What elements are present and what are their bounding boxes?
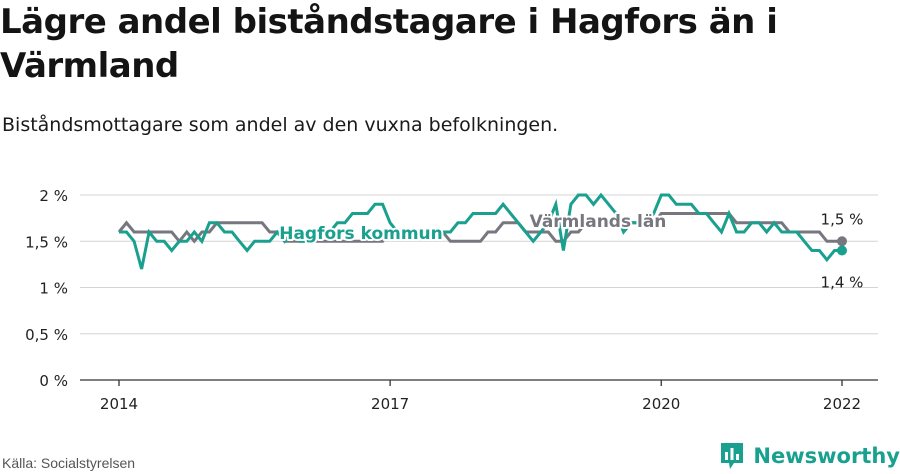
x-tick-label: 2020 [642, 395, 680, 413]
end-point-marker [837, 236, 847, 247]
y-tick-label: 0 % [39, 372, 68, 390]
page-subtitle: Biståndsmottagare som andel av den vuxna… [2, 114, 559, 136]
page-title: Lägre andel biståndstagare i Hagfors än … [0, 2, 778, 86]
bar-chart-logo-icon [721, 443, 744, 469]
series-line [119, 192, 842, 270]
y-tick-label: 2 % [39, 187, 68, 205]
end-markers: 1,5 % 1,4 % [821, 210, 864, 291]
series-label: Värmlands län [530, 212, 667, 232]
series-label: Hagfors kommun [279, 224, 443, 244]
gridlines [80, 194, 878, 335]
source-note: Källa: Socialstyrelsen [2, 455, 136, 471]
series-labels: Hagfors kommun Värmlands län [277, 210, 668, 246]
series-line [117, 212, 842, 244]
brand-name: Newsworthy [753, 444, 900, 468]
x-tick-label: 2022 [823, 395, 861, 413]
series-lines [117, 192, 842, 270]
end-value-label: 1,5 % [821, 210, 864, 228]
end-value-label: 1,4 % [821, 274, 864, 292]
y-tick-label: 1,5 % [25, 233, 68, 251]
x-tick-label: 2014 [100, 395, 138, 413]
x-tick-label: 2017 [371, 395, 409, 413]
y-tick-label: 1 % [39, 280, 68, 298]
y-axis-tick-labels: 0 % 0,5 % 1 % 1,5 % 2 % [25, 187, 68, 390]
brand-logo: Newsworthy [719, 440, 900, 472]
x-axis-ticks: 2014 2017 2020 2022 [100, 380, 861, 413]
y-tick-label: 0,5 % [25, 326, 68, 344]
end-point-marker [837, 245, 847, 256]
